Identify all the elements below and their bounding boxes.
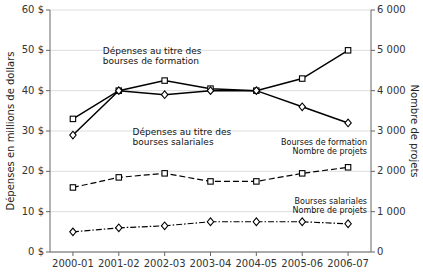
y-tick-label: 10 $ bbox=[22, 206, 44, 217]
y2-tick bbox=[371, 90, 375, 91]
x-tick bbox=[164, 252, 165, 256]
axes: 0 $ 10 $ 20 $ 30 $ 40 $ 50 $ 60 $ 0 1 000 2 000 3 … bbox=[22, 4, 406, 269]
y2-tick bbox=[371, 252, 375, 253]
series-line bbox=[73, 167, 348, 187]
marker bbox=[116, 175, 121, 180]
chart: 0 $ 10 $ 20 $ 30 $ 40 $ 50 $ 60 $ 0 1 000 2 000 3 … bbox=[0, 0, 423, 276]
y-tick-label: 40 $ bbox=[22, 85, 44, 96]
x-tick-label: 2004-05 bbox=[235, 258, 277, 269]
y-tick bbox=[46, 50, 50, 51]
y2-axis-title: Nombre de projets bbox=[409, 84, 420, 177]
series-label: Dépenses au titre desbourses salariales bbox=[133, 127, 232, 147]
y2-tick bbox=[371, 211, 375, 212]
series-labels: Dépenses au titre desbourses de formatio… bbox=[103, 46, 367, 215]
y-tick bbox=[46, 171, 50, 172]
marker bbox=[161, 222, 167, 230]
marker bbox=[253, 218, 259, 226]
marker bbox=[70, 228, 76, 236]
marker bbox=[161, 91, 167, 99]
y2-tick bbox=[371, 131, 375, 132]
y2-tick-label: 0 bbox=[377, 246, 383, 257]
marker bbox=[345, 220, 351, 228]
y-tick bbox=[46, 252, 50, 253]
marker bbox=[253, 87, 259, 95]
x-tick bbox=[72, 252, 73, 256]
series-label: Dépenses au titre desbourses de formatio… bbox=[103, 46, 202, 66]
y-tick bbox=[46, 10, 50, 11]
marker bbox=[345, 165, 350, 170]
y2-tick-label: 1 000 bbox=[377, 206, 406, 217]
x-tick bbox=[118, 252, 119, 256]
y2-tick-label: 2 000 bbox=[377, 165, 406, 176]
x-tick bbox=[210, 252, 211, 256]
y-tick-label: 30 $ bbox=[22, 125, 44, 136]
y-axis-line bbox=[50, 10, 51, 252]
marker bbox=[207, 87, 213, 95]
x-tick bbox=[348, 252, 349, 256]
marker bbox=[162, 78, 167, 83]
x-tick-label: 2001-02 bbox=[98, 258, 140, 269]
y-tick bbox=[46, 131, 50, 132]
marker bbox=[299, 171, 304, 176]
marker bbox=[70, 131, 76, 139]
grid bbox=[50, 10, 371, 252]
x-tick-label: 2003-04 bbox=[190, 258, 232, 269]
y2-tick-label: 3 000 bbox=[377, 125, 406, 136]
x-tick bbox=[256, 252, 257, 256]
grid-line bbox=[50, 10, 371, 11]
x-tick-label: 2002-03 bbox=[144, 258, 186, 269]
marker bbox=[116, 224, 122, 232]
y2-tick-label: 4 000 bbox=[377, 85, 406, 96]
marker bbox=[208, 179, 213, 184]
y-axis-title: Dépenses en millions de dollars bbox=[5, 52, 16, 211]
x-tick-label: 2006-07 bbox=[327, 258, 369, 269]
marker bbox=[207, 218, 213, 226]
marker bbox=[254, 179, 259, 184]
y-tick-label: 50 $ bbox=[22, 44, 44, 55]
y2-tick-label: 5 000 bbox=[377, 44, 406, 55]
y2-tick-label: 6 000 bbox=[377, 4, 406, 15]
marker bbox=[162, 171, 167, 176]
grid-line bbox=[50, 50, 371, 51]
marker bbox=[70, 116, 75, 121]
marker bbox=[299, 76, 304, 81]
x-tick-label: 2000-01 bbox=[52, 258, 94, 269]
marker bbox=[345, 119, 351, 127]
y-tick-label: 0 $ bbox=[28, 246, 44, 257]
marker bbox=[116, 87, 122, 95]
y2-tick bbox=[371, 171, 375, 172]
y2-tick bbox=[371, 50, 375, 51]
y-tick bbox=[46, 90, 50, 91]
y2-axis-line bbox=[371, 10, 372, 252]
marker bbox=[345, 48, 350, 53]
y-tick bbox=[46, 211, 50, 212]
series-label: Bourses de formationNombre de projets bbox=[281, 138, 367, 156]
x-tick-label: 2005-06 bbox=[281, 258, 323, 269]
y-tick-label: 20 $ bbox=[22, 165, 44, 176]
x-tick bbox=[302, 252, 303, 256]
marker bbox=[299, 103, 305, 111]
series-label: Bourses salarialesNombre de projets bbox=[293, 197, 367, 215]
marker bbox=[299, 218, 305, 226]
y2-tick bbox=[371, 10, 375, 11]
marker bbox=[70, 185, 75, 190]
y-tick-label: 60 $ bbox=[22, 4, 44, 15]
